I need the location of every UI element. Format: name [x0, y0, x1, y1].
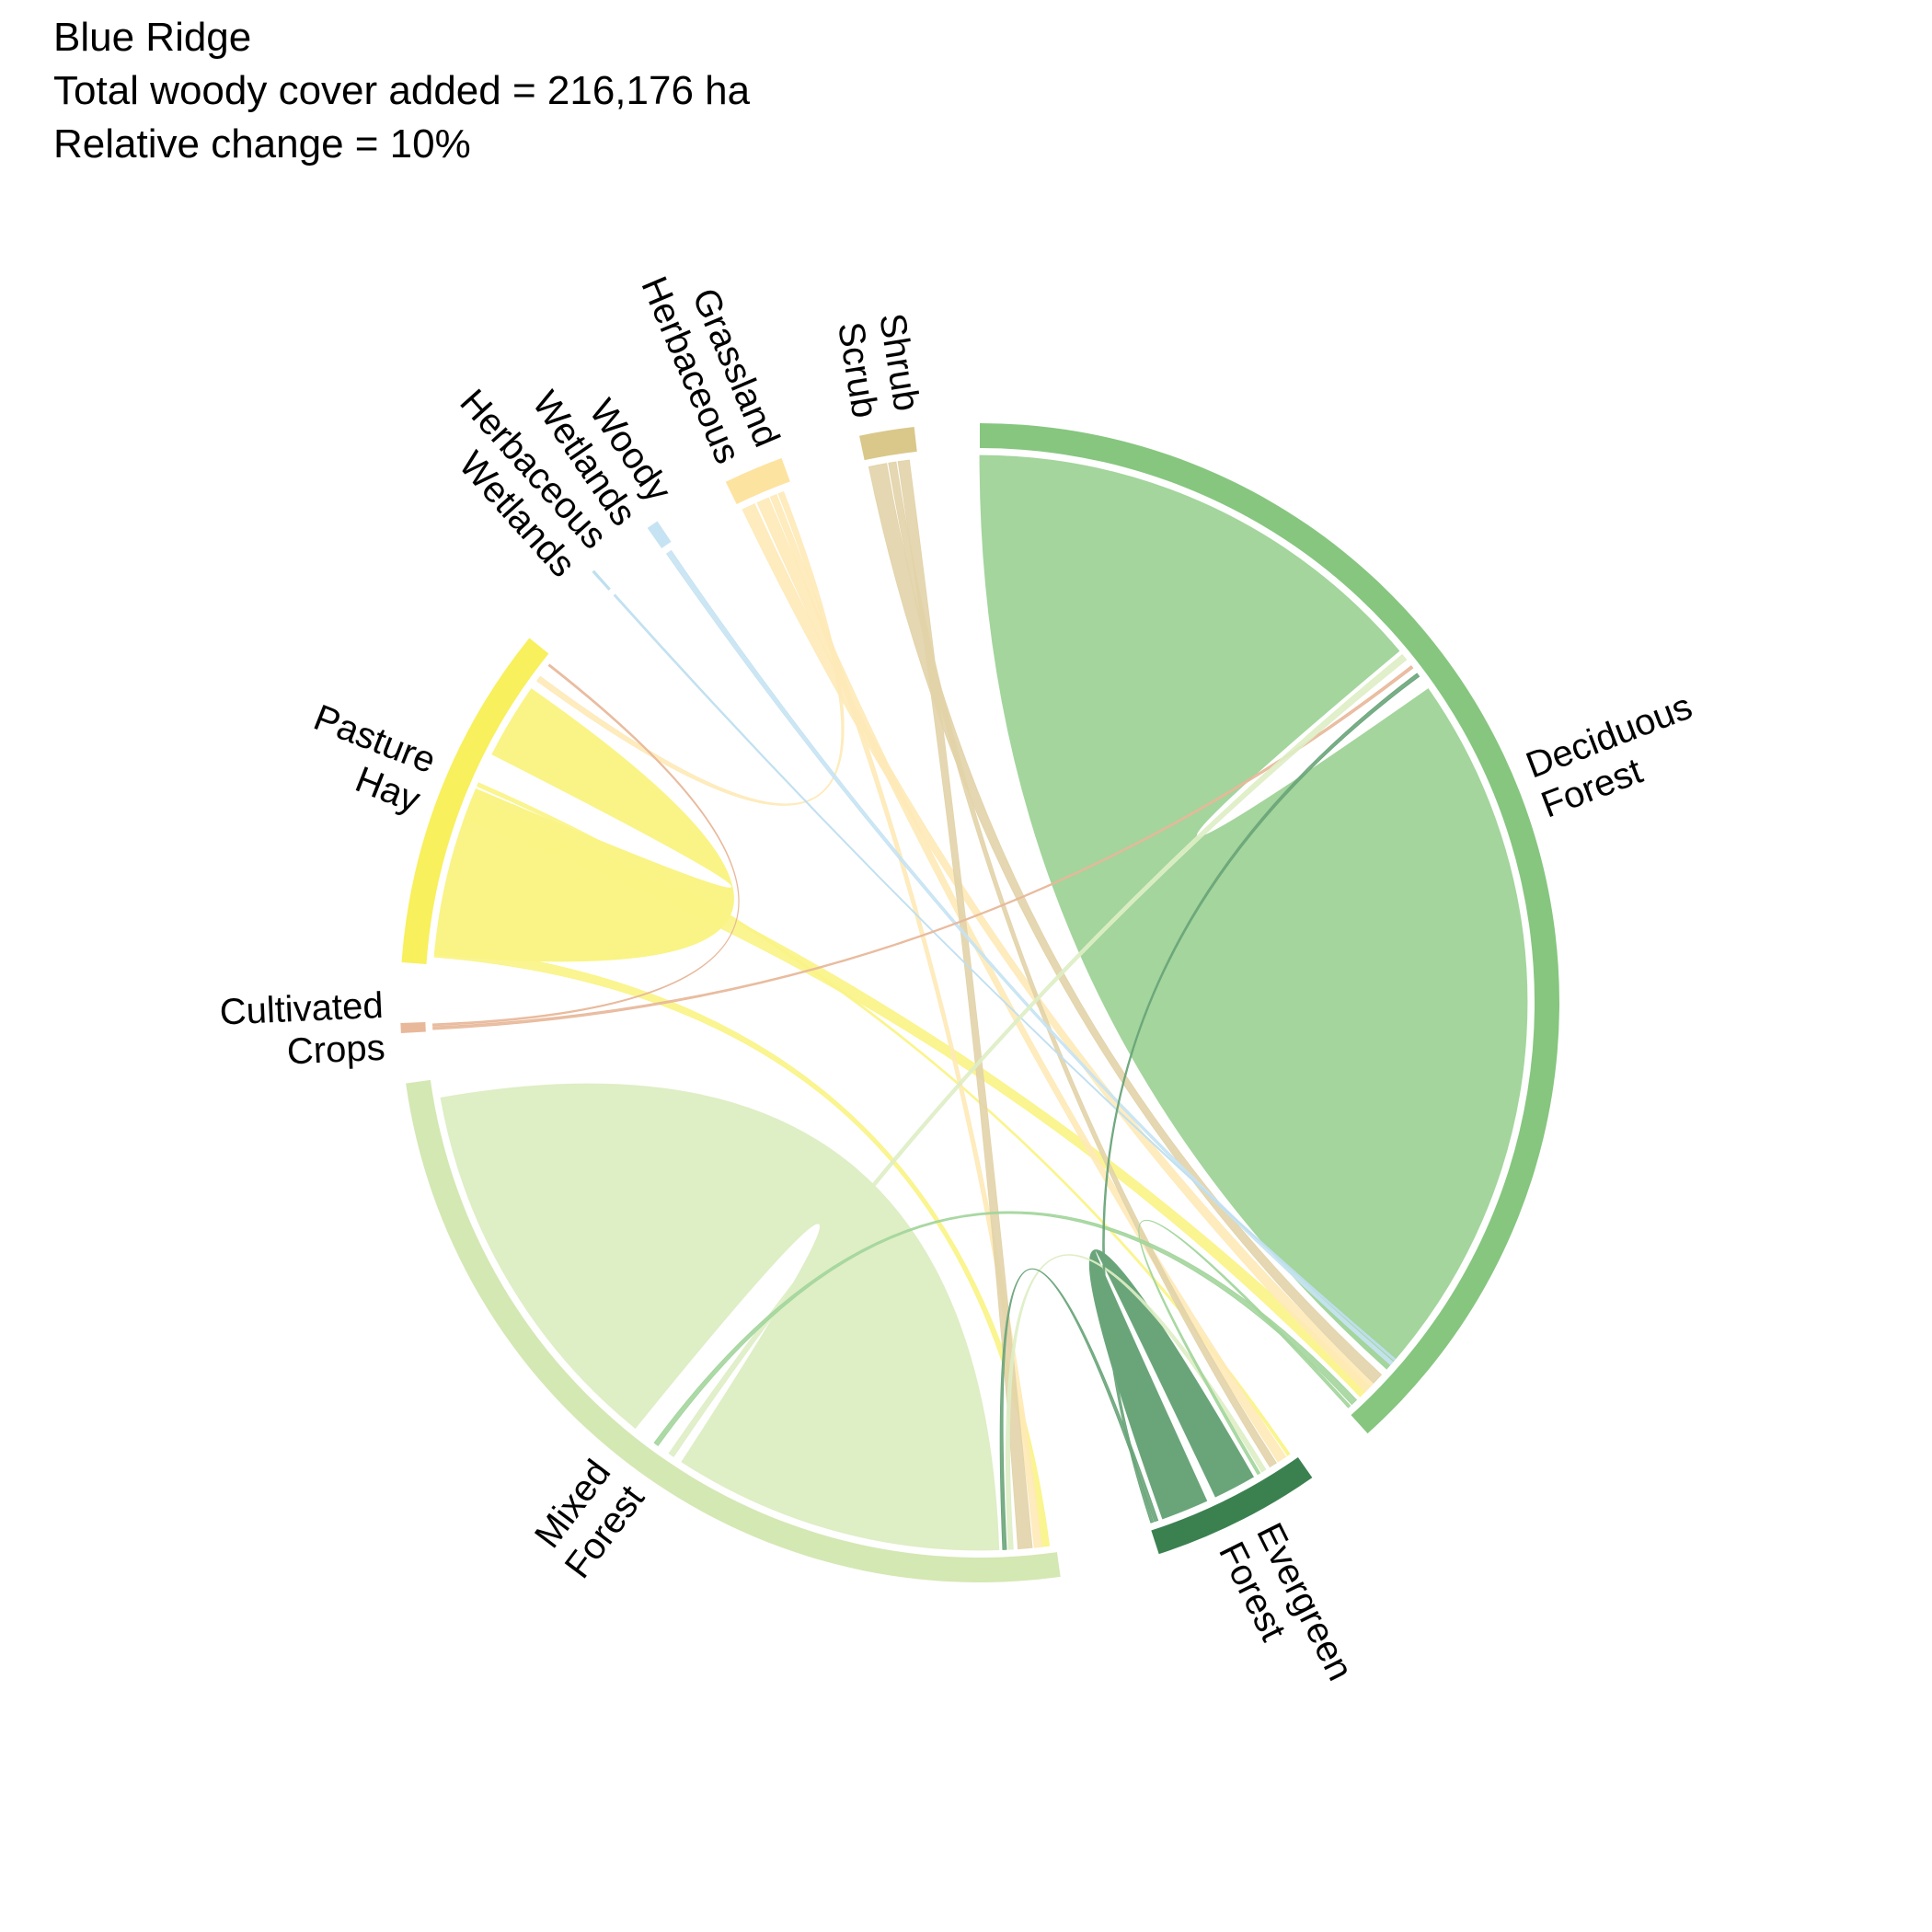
- chord-link-shrub-to-mixed: [897, 459, 1033, 1549]
- chord-link-deciduous-to-deciduous: [979, 454, 1528, 1370]
- chart-subtitle-total: Total woody cover added = 216,176 ha: [53, 68, 751, 113]
- sector-arc-herb_wet: [592, 569, 611, 591]
- chord-link-mixed-to-evergreen: [1005, 1254, 1267, 1550]
- chord-link-pasture-to-evergreen: [476, 782, 1291, 1456]
- chord-links: [432, 454, 1528, 1551]
- chord-link-mixed-to-deciduous: [668, 653, 1408, 1457]
- chart-title-block: Blue Ridge Total woody cover added = 216…: [53, 11, 750, 171]
- chord-link-grass-to-evergreen: [756, 497, 1287, 1463]
- sector-arcs: [400, 423, 1559, 1583]
- chart-title: Blue Ridge: [53, 15, 252, 60]
- chord-link-evergreen-to-mixed: [999, 1268, 1159, 1550]
- chord-link-mixed-to-mixed: [440, 1083, 1000, 1551]
- chord-link-grass-to-mixed: [769, 494, 1042, 1548]
- chord-link-evergreen-to-deciduous: [1102, 673, 1420, 1524]
- chord-link-woody_wet-to-deciduous: [666, 549, 1394, 1366]
- chord-link-crops-to-pasture: [432, 663, 740, 1027]
- chord-link-pasture-to-mixed: [433, 945, 1051, 1547]
- chord-link-grass-to-pasture: [536, 491, 845, 806]
- chord-link-deciduous-to-mixed: [653, 1211, 1358, 1446]
- sector-label-crops-line-1: Crops: [286, 1028, 386, 1073]
- sector-arc-crops: [400, 1022, 426, 1033]
- chord-link-deciduous-to-evergreen: [1138, 1219, 1351, 1476]
- sector-arc-pasture: [401, 638, 549, 964]
- chord-link-crops-to-deciduous: [432, 665, 1414, 1030]
- sector-arc-shrub: [859, 427, 917, 461]
- chord-link-evergreen-to-evergreen: [1088, 1249, 1255, 1520]
- chart-subtitle-relative: Relative change = 10%: [53, 121, 471, 167]
- sector-label-crops-line-0: Cultivated: [219, 985, 385, 1033]
- chord-link-shrub-to-evergreen: [888, 461, 1277, 1468]
- sector-arc-woody_wet: [647, 521, 672, 549]
- chord-link-herb_wet-to-deciduous: [613, 593, 1397, 1362]
- sector-arc-evergreen: [1151, 1456, 1313, 1555]
- sector-arc-grass: [725, 457, 790, 505]
